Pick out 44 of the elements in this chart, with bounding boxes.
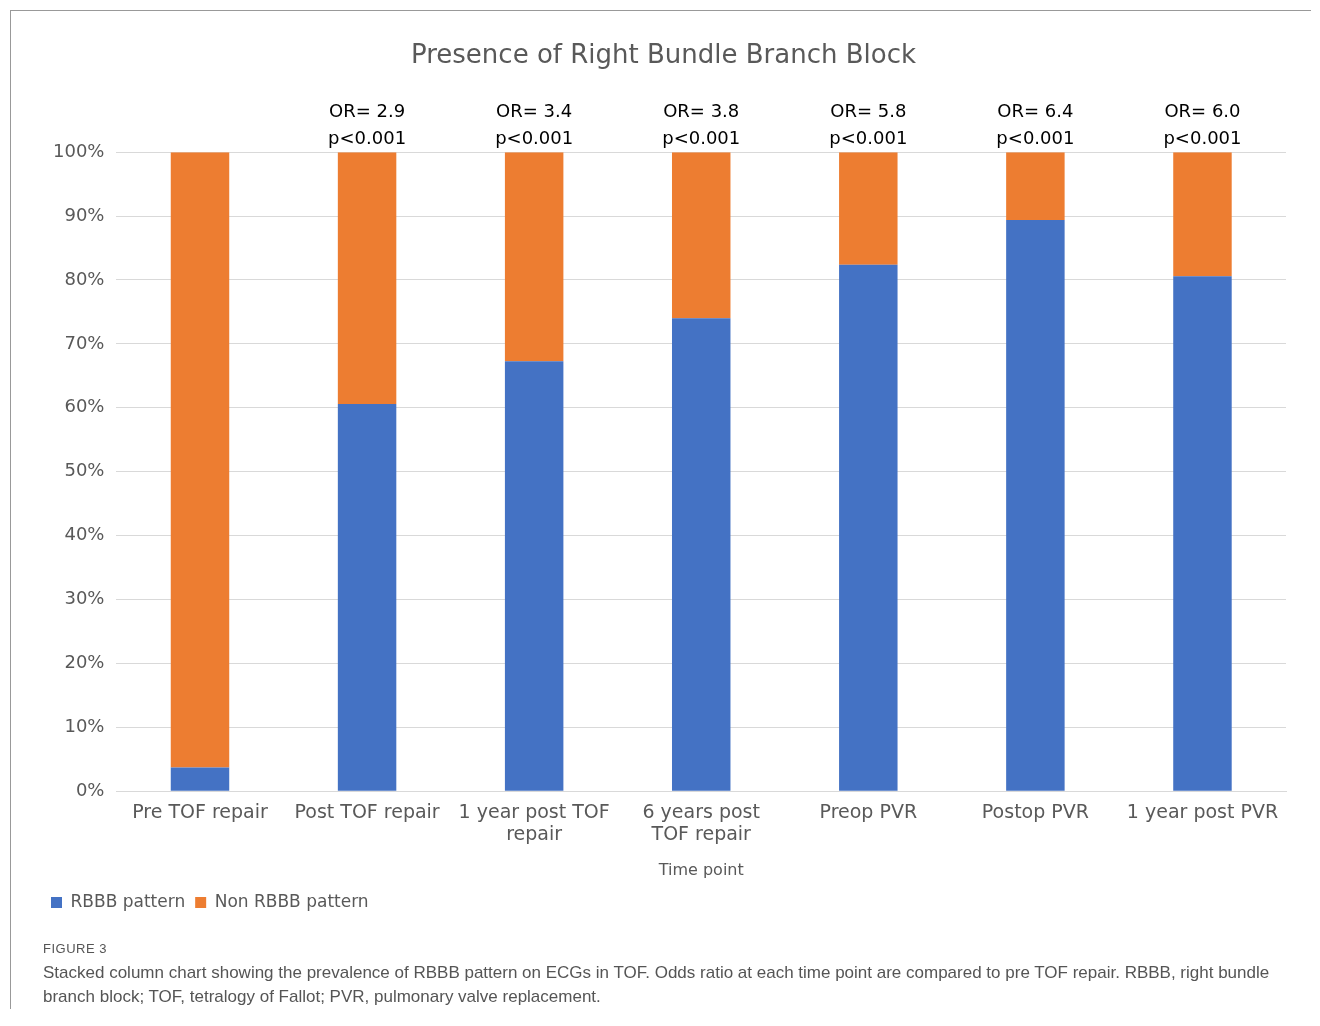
caption: FIGURE 3 (43, 940, 108, 958)
legend-label: RBBB pattern (70, 890, 186, 911)
bar (839, 264, 898, 791)
bar (1006, 219, 1065, 791)
bar (839, 152, 898, 265)
y-tick-label: 100% (52, 139, 105, 161)
bar (337, 403, 397, 791)
bar (504, 361, 564, 791)
bar (1006, 152, 1065, 220)
y-tick-label: 60% (64, 395, 105, 417)
x-tick-label: 1 year post TOF repair (458, 799, 610, 845)
annotation: OR= 3.4 p<0.001 (495, 99, 574, 148)
y-tick-label: 0% (75, 778, 105, 800)
x-tick-label: Pre TOF repair (132, 799, 269, 822)
y-tick-label: 40% (64, 523, 105, 545)
bar (170, 767, 230, 791)
legend-label: Non RBBB pattern (214, 890, 369, 911)
bar (1173, 276, 1232, 791)
chart-title: Presence of Right Bundle Branch Block (410, 39, 917, 70)
bar (1173, 152, 1232, 277)
y-tick-label: 10% (64, 714, 105, 736)
y-tick-label: 80% (64, 267, 105, 289)
annotation: OR= 6.4 p<0.001 (996, 99, 1075, 148)
y-tick-label: 70% (64, 331, 105, 353)
x-tick-label: 6 years post TOF repair (642, 799, 760, 845)
y-tick-label: 90% (64, 203, 105, 225)
y-tick-label: 20% (64, 651, 105, 673)
x-tick-label: 1 year post PVR (1126, 799, 1279, 822)
bar (671, 152, 731, 319)
bar (671, 318, 731, 791)
x-tick-label: Preop PVR (819, 799, 918, 822)
annotation: OR= 6.0 p<0.001 (1163, 99, 1242, 148)
bar (337, 152, 397, 404)
y-tick-label: 30% (64, 587, 105, 609)
x-tick-label: Post TOF repair (294, 799, 440, 822)
annotation: OR= 3.8 p<0.001 (662, 99, 741, 148)
y-tick-label: 50% (64, 459, 105, 481)
bar (504, 152, 564, 362)
annotation: OR= 5.8 p<0.001 (829, 99, 908, 148)
x-tick-label: Postop PVR (981, 799, 1089, 822)
x-axis-title: Time point (657, 859, 744, 879)
bar (170, 152, 230, 768)
text: Stacked column chart showing the prevalence of RBBB pattern on ECGs in TOF. Odds ratio at each time point are compared to pre TOF repair. RBBB, right bundle branch block; TOF, tetralogy of Fallot; PVR, pulmonary valve replacement. (43, 962, 1271, 1008)
annotation: OR= 2.9 p<0.001 (328, 99, 407, 148)
